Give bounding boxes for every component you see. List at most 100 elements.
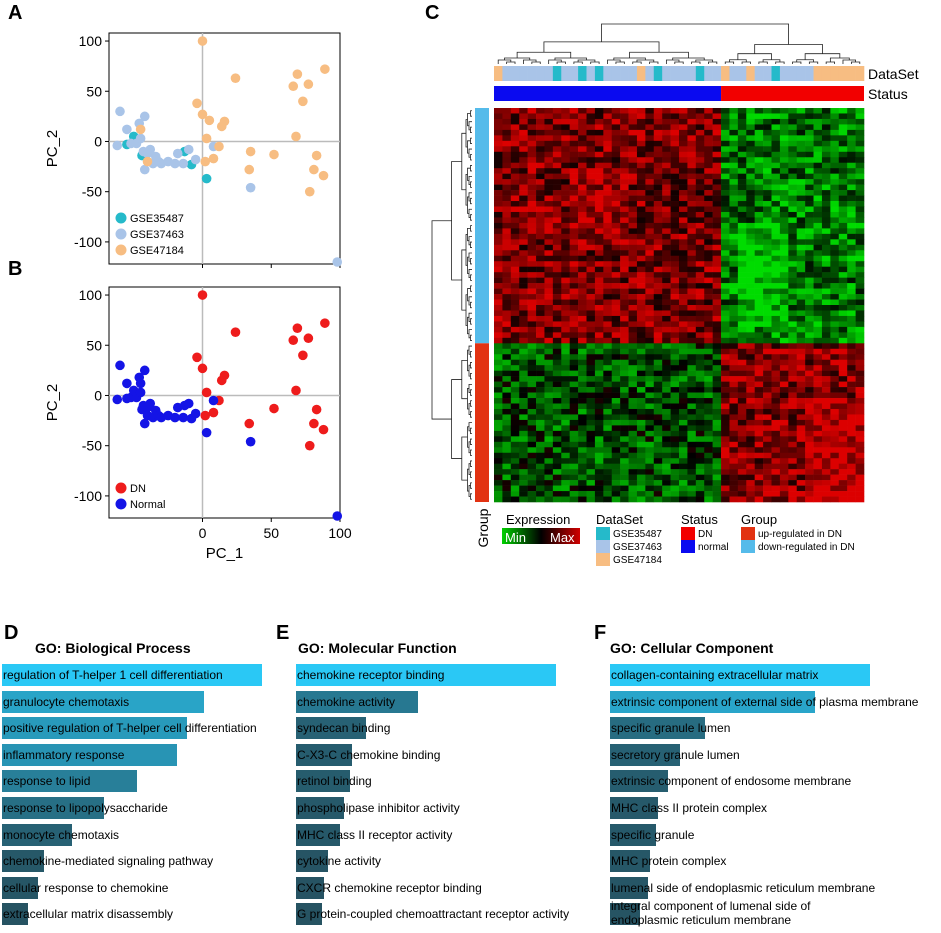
heatmap-cell — [636, 496, 646, 503]
heatmap-cell — [569, 217, 579, 224]
heatmap-cell — [536, 343, 545, 350]
heatmap-cell — [611, 294, 621, 300]
heatmap-cell — [695, 190, 705, 196]
heatmap-cell — [594, 348, 604, 355]
heatmap-cell — [821, 348, 831, 355]
heatmap-cell — [771, 414, 781, 421]
heatmap-cell — [754, 146, 764, 153]
data-point-A — [178, 158, 189, 169]
heatmap-cell — [838, 469, 848, 475]
heatmap-cell — [704, 113, 713, 120]
dataset-track-cell — [847, 66, 856, 81]
heatmap-cell — [796, 108, 806, 114]
go-bar-label-D: cellular response to chemokine — [3, 880, 169, 895]
heatmap-cell — [519, 288, 528, 295]
heatmap-cell — [771, 233, 781, 240]
heatmap-cell — [628, 305, 638, 311]
heatmap-cell — [813, 343, 823, 350]
heatmap-cell — [603, 222, 613, 229]
heatmap-cell — [847, 228, 856, 235]
heatmap-cell — [594, 321, 604, 328]
heatmap-cell — [763, 179, 772, 185]
heatmap-cell — [679, 228, 688, 235]
heatmap-cell — [628, 398, 638, 404]
heatmap-cell — [847, 469, 856, 475]
heatmap-cell — [552, 157, 562, 164]
row-dendrogram-branch — [470, 373, 472, 380]
heatmap-cell — [645, 332, 655, 339]
heatmap-cell — [527, 474, 537, 481]
heatmap-cell — [620, 184, 629, 191]
heatmap-cell — [796, 447, 806, 454]
heatmap-cell — [838, 294, 848, 300]
heatmap-cell — [737, 359, 747, 366]
heatmap-cell — [729, 403, 739, 410]
go-panel-title-F: GO: Cellular Component — [610, 640, 774, 656]
heatmap-cell — [544, 425, 554, 432]
heatmap-cell — [502, 135, 512, 142]
heatmap-cell — [645, 261, 655, 267]
heatmap-cell — [594, 151, 604, 158]
heatmap-cell — [805, 206, 814, 213]
heatmap-cell — [763, 376, 772, 382]
heatmap-cell — [628, 496, 638, 503]
heatmap-cell — [569, 129, 579, 136]
heatmap-cell — [527, 403, 537, 410]
heatmap-cell — [502, 151, 512, 158]
heatmap-cell — [502, 206, 512, 213]
heatmap-cell — [620, 305, 629, 311]
column-dendrogram-branch — [674, 61, 684, 64]
heatmap-cell — [855, 283, 865, 289]
heatmap-cell — [544, 332, 554, 339]
heatmap-cell — [502, 326, 512, 333]
heatmap-cell — [603, 332, 613, 339]
heatmap-cell — [855, 201, 865, 207]
heatmap-cell — [519, 387, 528, 393]
data-point-A — [170, 158, 180, 169]
heatmap-cell — [813, 463, 823, 470]
heatmap-cell — [552, 146, 562, 153]
heatmap-cell — [552, 108, 562, 114]
heatmap-cell — [653, 201, 663, 207]
heatmap-cell — [662, 359, 671, 366]
heatmap-cell — [679, 496, 688, 503]
heatmap-cell — [561, 179, 570, 185]
heatmap-cell — [695, 168, 705, 174]
heatmap-cell — [494, 151, 503, 158]
heatmap-cell — [729, 337, 739, 344]
heatmap-cell — [536, 233, 545, 240]
heatmap-cell — [746, 359, 755, 366]
heatmap-cell — [737, 485, 747, 492]
heatmap-cell — [628, 458, 638, 464]
heatmap-cell — [561, 474, 570, 481]
data-point-A — [292, 69, 303, 79]
heatmap-cell — [830, 162, 840, 169]
heatmap-cell — [737, 294, 747, 300]
heatmap-cell — [510, 195, 520, 202]
heatmap-cell — [788, 430, 798, 437]
heatmap-cell — [611, 305, 621, 311]
heatmap-cell — [594, 135, 604, 142]
heatmap-cell — [821, 195, 831, 202]
heatmap-cell — [830, 430, 840, 437]
data-point-A — [303, 79, 314, 90]
heatmap-cell — [687, 452, 697, 459]
heatmap-cell — [779, 463, 789, 470]
heatmap-cell — [695, 332, 705, 339]
heatmap-cell — [603, 233, 613, 240]
heatmap-cell — [830, 217, 840, 224]
heatmap-cell — [552, 387, 562, 393]
heatmap-cell — [552, 354, 562, 361]
column-dendrogram-branch — [506, 61, 516, 64]
heatmap-cell — [620, 140, 629, 147]
heatmap-cell — [494, 474, 503, 481]
dataset-track-cell — [620, 66, 629, 81]
heatmap-cell — [510, 447, 520, 454]
heatmap-cell — [586, 359, 596, 366]
heatmap-cell — [645, 496, 655, 503]
heatmap-cell — [603, 452, 613, 459]
row-dendrogram-branch — [470, 460, 472, 467]
heatmap-cell — [729, 151, 739, 158]
group-bar-up — [475, 343, 489, 502]
heatmap-cell — [729, 206, 739, 213]
